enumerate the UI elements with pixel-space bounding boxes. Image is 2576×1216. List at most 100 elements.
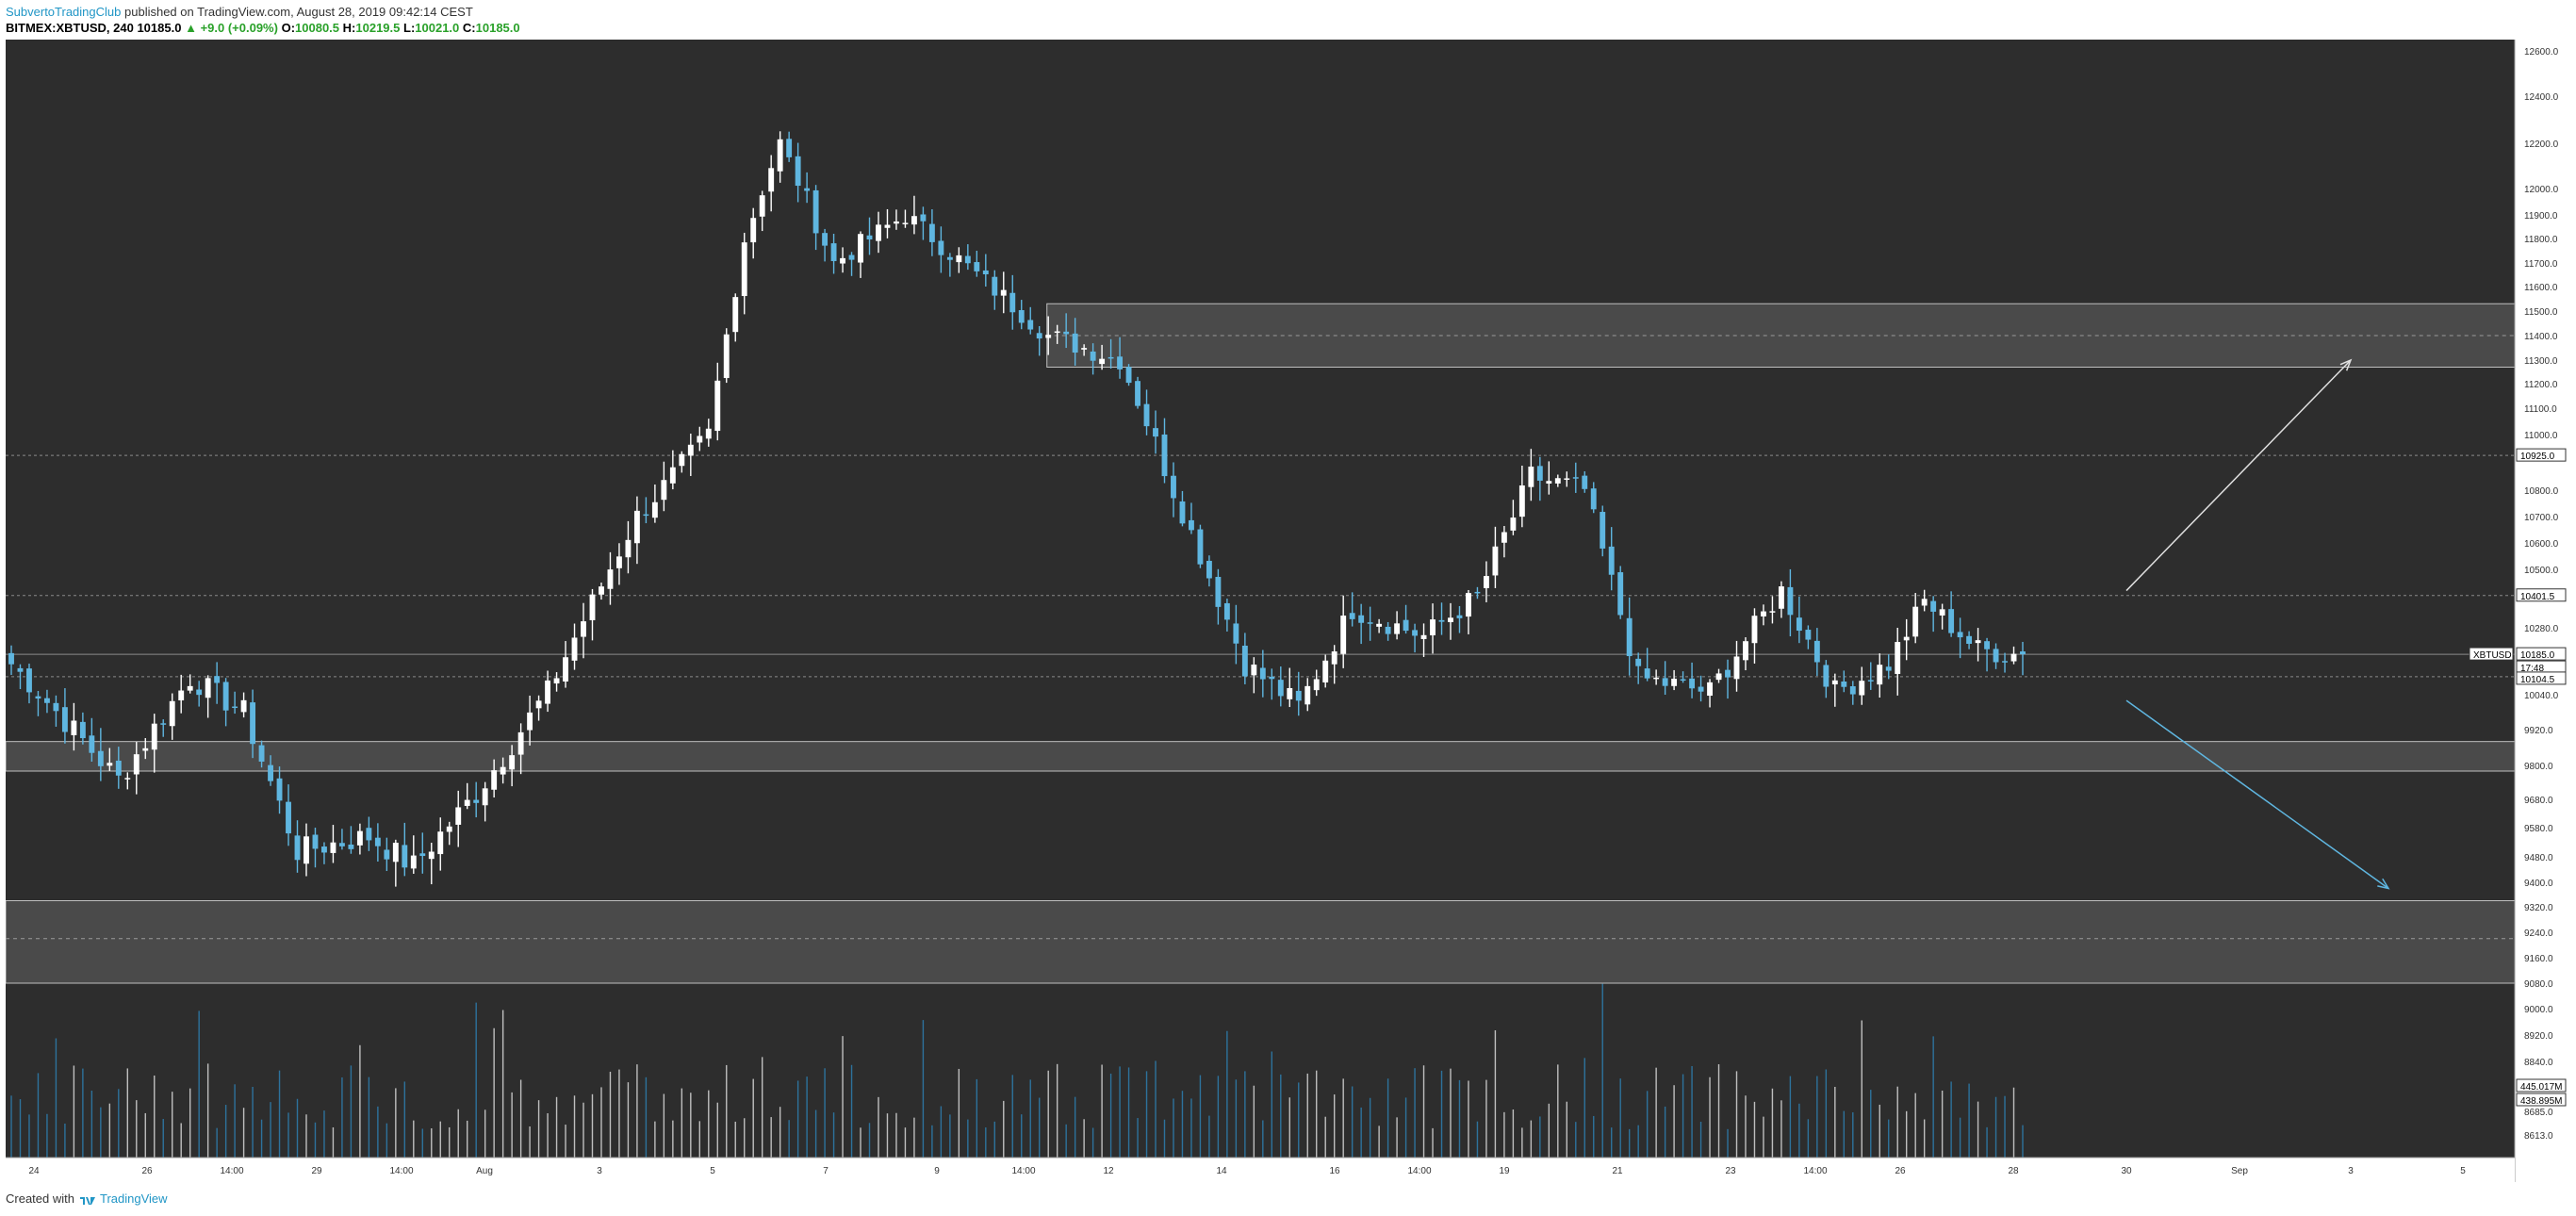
- candle-body: [455, 807, 462, 825]
- zone-2: [6, 900, 2516, 984]
- tradingview-link[interactable]: TradingView: [100, 1191, 168, 1206]
- candle-body: [1241, 645, 1248, 677]
- candle-body: [410, 855, 417, 869]
- candle-body: [1143, 403, 1150, 427]
- volume-bars: [10, 983, 2024, 1158]
- candle-body: [1394, 623, 1401, 634]
- candle-body: [1135, 381, 1140, 406]
- candle-body: [589, 594, 596, 620]
- candle-body: [1841, 682, 1847, 687]
- candle-body: [625, 539, 632, 558]
- candle-body: [830, 243, 837, 261]
- projection-down-arrow-head: [2377, 878, 2390, 890]
- price-label-volume: 445.017M: [2520, 1082, 2562, 1093]
- candle-body: [928, 223, 935, 242]
- candle-body: [89, 735, 95, 753]
- y-tick-label: 10700.0: [2524, 513, 2559, 523]
- candle-body: [571, 637, 578, 661]
- y-tick-label: 9400.0: [2524, 879, 2553, 889]
- x-tick-label: 5: [2460, 1166, 2466, 1176]
- candle-body: [1501, 532, 1507, 543]
- candle-body: [35, 696, 41, 699]
- y-tick-label: 10040.0: [2524, 691, 2559, 701]
- candle-body: [1796, 617, 1802, 632]
- x-tick-label: 14:00: [389, 1166, 413, 1176]
- candle-body: [1492, 546, 1499, 576]
- y-tick-label: 9480.0: [2524, 853, 2553, 863]
- time-axis-ticks: 24 26 14:00 29 14:00 Aug 3 5 7 9 14:00 12 14 16 14:00 1…: [28, 1166, 2466, 1176]
- price-axis[interactable]: [2515, 40, 2569, 1182]
- change-value: +9.0 (+0.09%): [200, 21, 278, 35]
- candle-body: [822, 233, 829, 246]
- candle-body: [812, 189, 819, 234]
- candle-body: [848, 255, 855, 260]
- candle-body: [97, 750, 104, 766]
- candle-body: [1197, 529, 1204, 565]
- candle-body: [473, 799, 480, 803]
- x-tick-label: 23: [1725, 1166, 1736, 1176]
- y-tick-label: 12400.0: [2524, 92, 2559, 103]
- candle-body: [26, 668, 32, 693]
- y-tick-label: 8920.0: [2524, 1031, 2553, 1042]
- candle-body: [115, 760, 122, 776]
- price-label-box: [2516, 1093, 2567, 1107]
- candle-body: [124, 778, 131, 780]
- candle-body: [1572, 477, 1579, 479]
- candle-body: [1689, 678, 1696, 689]
- candle-body: [2002, 661, 2008, 663]
- x-tick-label: 14:00: [1011, 1166, 1035, 1176]
- close-label: C:: [462, 21, 476, 35]
- candle-body: [1849, 686, 1856, 695]
- price-chart[interactable]: 12600.0 12400.0 12200.0 12000.0 11900.0 11800…: [6, 40, 2569, 1182]
- last-price: 10185.0: [137, 21, 182, 35]
- candle-body: [1787, 586, 1794, 616]
- candle-body: [1823, 665, 1829, 687]
- candle-body: [79, 721, 86, 739]
- candle-body: [419, 853, 426, 857]
- x-tick-label: 29: [311, 1166, 322, 1176]
- candle-body: [268, 764, 273, 781]
- candle-body: [545, 680, 551, 704]
- x-tick-label: 3: [2348, 1166, 2354, 1176]
- plot-area[interactable]: [6, 40, 2515, 1182]
- candle-body: [599, 586, 604, 595]
- y-tick-label: 11500.0: [2524, 307, 2558, 318]
- candle-body: [258, 745, 265, 762]
- x-tick-label: 26: [1895, 1166, 1906, 1176]
- y-tick-label: 10280.0: [2524, 624, 2559, 634]
- x-tick-label: 30: [2121, 1166, 2132, 1176]
- x-tick-label: 16: [1329, 1166, 1340, 1176]
- candle-body: [240, 699, 247, 713]
- author-link[interactable]: SubvertoTradingClub: [6, 5, 122, 19]
- candle-body: [1313, 679, 1320, 691]
- x-tick-label: 19: [1499, 1166, 1510, 1176]
- symbol-label: BITMEX:XBTUSD, 240: [6, 21, 134, 35]
- candle-body: [1626, 617, 1633, 657]
- candle-body: [133, 754, 139, 775]
- candle-body: [1510, 518, 1517, 531]
- candle-body: [187, 685, 193, 691]
- y-tick-label: 10500.0: [2524, 566, 2559, 576]
- candle-body: [2010, 653, 2017, 662]
- candle-body: [1161, 434, 1168, 477]
- candle-body: [1027, 320, 1034, 330]
- candle-body: [392, 843, 399, 863]
- time-axis[interactable]: [6, 1158, 2515, 1182]
- candle-body: [1778, 586, 1784, 609]
- tradingview-logo-icon: [79, 1196, 95, 1205]
- candle-body: [178, 690, 185, 701]
- candle-body: [1287, 687, 1293, 699]
- projection-arrows: [2125, 358, 2390, 890]
- candle-body: [1671, 678, 1678, 686]
- candle-body: [992, 276, 998, 296]
- candle-body: [804, 188, 811, 191]
- candle-body: [1420, 634, 1427, 639]
- candle-body: [482, 788, 488, 806]
- price-label-line: 10925.0: [2520, 452, 2555, 462]
- candle-body: [1189, 519, 1194, 531]
- candle-body: [1179, 501, 1186, 524]
- price-label-line: 10401.5: [2520, 592, 2555, 602]
- candle-body: [356, 830, 363, 846]
- zone-1: [6, 741, 2516, 772]
